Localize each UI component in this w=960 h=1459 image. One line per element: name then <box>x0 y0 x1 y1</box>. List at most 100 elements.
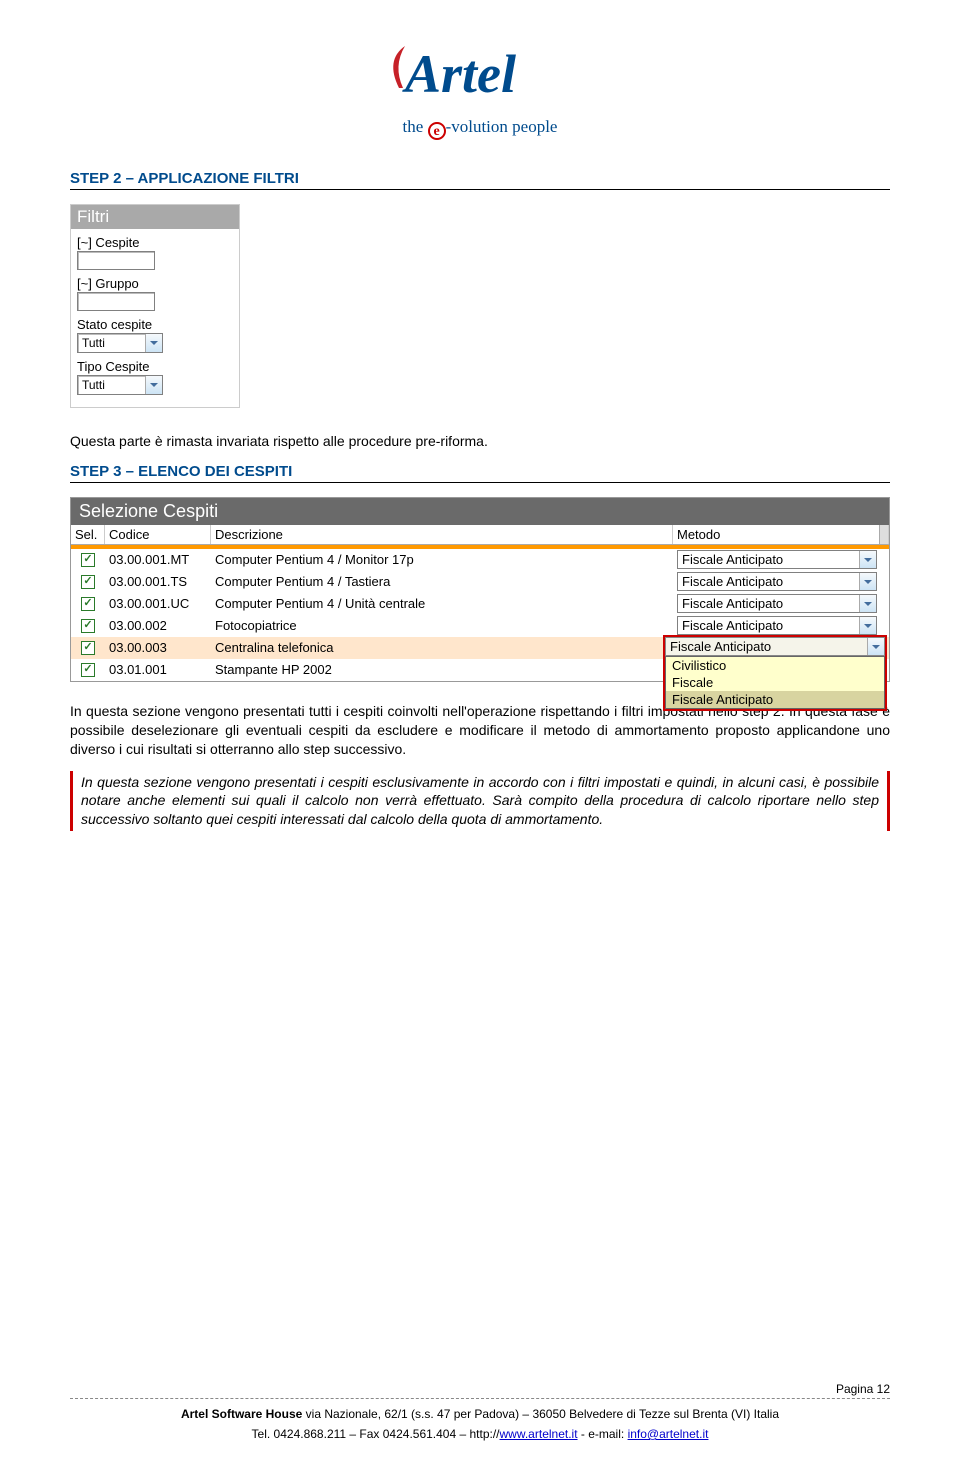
row-checkbox[interactable]: ✓ <box>81 575 95 589</box>
cell-descrizione: Centralina telefonica <box>211 640 673 655</box>
footer-address: via Nazionale, 62/1 (s.s. 47 per Padova)… <box>302 1407 779 1421</box>
filtri-label: [~] Cespite <box>77 235 233 250</box>
filtri-label: Tipo Cespite <box>77 359 233 374</box>
check-icon: ✓ <box>83 664 92 675</box>
selezione-panel-title: Selezione Cespiti <box>71 498 889 525</box>
filtri-label: [~] Gruppo <box>77 276 233 291</box>
col-header-metodo: Metodo <box>673 525 889 544</box>
tagline-e-icon: e <box>428 122 446 140</box>
svg-text:Artel: Artel <box>402 44 516 104</box>
step2-heading-row: STEP 2 – APPLICAZIONE FILTRI <box>70 170 890 190</box>
tagline-before: the <box>403 117 428 136</box>
table-row: ✓ 03.00.002Fotocopiatrice Fiscale Anticipa… <box>71 615 889 637</box>
filtri-field-cespite: [~] Cespite <box>77 235 233 270</box>
table-row: ✓ 03.00.001.MTComputer Pentium 4 / Monito… <box>71 549 889 571</box>
dropdown-option[interactable]: Civilistico <box>666 657 884 674</box>
metodo-select[interactable]: Fiscale Anticipato <box>677 572 877 591</box>
metodo-select-value: Fiscale Anticipato <box>678 596 859 611</box>
cell-descrizione: Fotocopiatrice <box>211 618 673 633</box>
metodo-select-value: Fiscale Anticipato <box>678 618 859 633</box>
cell-codice: 03.01.001 <box>105 662 211 677</box>
filtri-panel: Filtri [~] Cespite [~] Gruppo Stato cesp… <box>70 204 240 408</box>
filtri-field-stato: Stato cespite Tutti <box>77 317 233 353</box>
metodo-select-value: Fiscale Anticipato <box>678 552 859 567</box>
step3-heading: STEP 3 – ELENCO DEI CESPITI <box>70 463 292 480</box>
metodo-select[interactable]: Fiscale Anticipato <box>677 616 877 635</box>
cell-metodo: Fiscale Anticipato <box>673 572 889 591</box>
cell-metodo: Fiscale Anticipato <box>673 616 889 635</box>
footer-divider <box>70 1398 890 1399</box>
logo-tagline: the e-volution people <box>70 117 890 140</box>
page-footer: Pagina 12 Artel Software House via Nazio… <box>70 1382 890 1441</box>
table-rows: ✓ 03.00.001.MTComputer Pentium 4 / Monito… <box>71 549 889 681</box>
selezione-cespiti-panel: Selezione Cespiti Sel. Codice Descrizion… <box>70 497 890 682</box>
scroll-stub <box>879 525 889 544</box>
table-row: ✓ 03.00.001.TSComputer Pentium 4 / Tastie… <box>71 571 889 593</box>
dropdown-option[interactable]: Fiscale <box>666 674 884 691</box>
cell-descrizione: Computer Pentium 4 / Monitor 17p <box>211 552 673 567</box>
chevron-down-icon <box>859 595 876 612</box>
stato-select-value: Tutti <box>78 336 145 350</box>
metodo-select[interactable]: Fiscale Anticipato <box>677 550 877 569</box>
step3-italic-note: In questa sezione vengono presentati i c… <box>70 771 890 832</box>
footer-email-link[interactable]: info@artelnet.it <box>628 1427 709 1441</box>
footer-url-link[interactable]: www.artelnet.it <box>500 1427 578 1441</box>
cespite-input[interactable] <box>77 251 155 270</box>
row-checkbox[interactable]: ✓ <box>81 553 95 567</box>
chevron-down-icon <box>867 638 884 655</box>
cell-codice: 03.00.001.MT <box>105 552 211 567</box>
footer-company: Artel Software House <box>181 1407 302 1421</box>
cell-codice: 03.00.001.UC <box>105 596 211 611</box>
step3-heading-row: STEP 3 – ELENCO DEI CESPITI <box>70 463 890 483</box>
cell-codice: 03.00.003 <box>105 640 211 655</box>
check-icon: ✓ <box>83 642 92 653</box>
row-checkbox[interactable]: ✓ <box>81 641 95 655</box>
chevron-down-icon <box>145 334 162 352</box>
check-icon: ✓ <box>83 598 92 609</box>
footer-contact-line: Tel. 0424.868.211 – Fax 0424.561.404 – h… <box>70 1427 890 1441</box>
chevron-down-icon <box>145 376 162 394</box>
stato-select[interactable]: Tutti <box>77 333 163 353</box>
cell-descrizione: Computer Pentium 4 / Tastiera <box>211 574 673 589</box>
col-header-descrizione: Descrizione <box>211 525 673 544</box>
check-icon: ✓ <box>83 620 92 631</box>
cell-metodo: Fiscale Anticipato <box>673 550 889 569</box>
col-header-codice: Codice <box>105 525 211 544</box>
dropdown-list: CivilisticoFiscaleFiscale Anticipato <box>665 656 885 709</box>
check-icon: ✓ <box>83 576 92 587</box>
row-checkbox[interactable]: ✓ <box>81 663 95 677</box>
tipo-select-value: Tutti <box>78 378 145 392</box>
logo-block: Artel the e-volution people <box>70 40 890 140</box>
col-header-sel: Sel. <box>71 525 105 544</box>
cell-codice: 03.00.002 <box>105 618 211 633</box>
tipo-select[interactable]: Tutti <box>77 375 163 395</box>
row-checkbox[interactable]: ✓ <box>81 619 95 633</box>
filtri-field-tipo: Tipo Cespite Tutti <box>77 359 233 395</box>
dropdown-option[interactable]: Fiscale Anticipato <box>666 691 884 708</box>
footer-email-prefix: - e-mail: <box>578 1427 628 1441</box>
filtri-label: Stato cespite <box>77 317 233 332</box>
chevron-down-icon <box>859 573 876 590</box>
metodo-select[interactable]: Fiscale Anticipato <box>677 594 877 613</box>
page-number: Pagina 12 <box>70 1382 890 1396</box>
dropdown-selected-value: Fiscale Anticipato <box>666 639 867 654</box>
step2-heading: STEP 2 – APPLICAZIONE FILTRI <box>70 170 299 187</box>
footer-tel-fax: Tel. 0424.868.211 – Fax 0424.561.404 – h… <box>252 1427 500 1441</box>
table-row: ✓ 03.00.001.UCComputer Pentium 4 / Unità … <box>71 593 889 615</box>
filtri-body: [~] Cespite [~] Gruppo Stato cespite Tut… <box>71 229 239 407</box>
metodo-dropdown-popup: Fiscale Anticipato CivilisticoFiscaleFis… <box>663 635 887 711</box>
metodo-select-value: Fiscale Anticipato <box>678 574 859 589</box>
cell-descrizione: Computer Pentium 4 / Unità centrale <box>211 596 673 611</box>
gruppo-input[interactable] <box>77 292 155 311</box>
check-icon: ✓ <box>83 554 92 565</box>
cell-codice: 03.00.001.TS <box>105 574 211 589</box>
chevron-down-icon <box>859 551 876 568</box>
filtri-field-gruppo: [~] Gruppo <box>77 276 233 311</box>
dropdown-selected-row[interactable]: Fiscale Anticipato <box>665 637 885 657</box>
tagline-after: -volution people <box>446 117 558 136</box>
step2-body-text: Questa parte è rimasta invariata rispett… <box>70 432 890 451</box>
row-checkbox[interactable]: ✓ <box>81 597 95 611</box>
artel-logo: Artel <box>375 40 585 110</box>
cell-metodo: Fiscale Anticipato <box>673 594 889 613</box>
filtri-panel-title: Filtri <box>71 205 239 229</box>
